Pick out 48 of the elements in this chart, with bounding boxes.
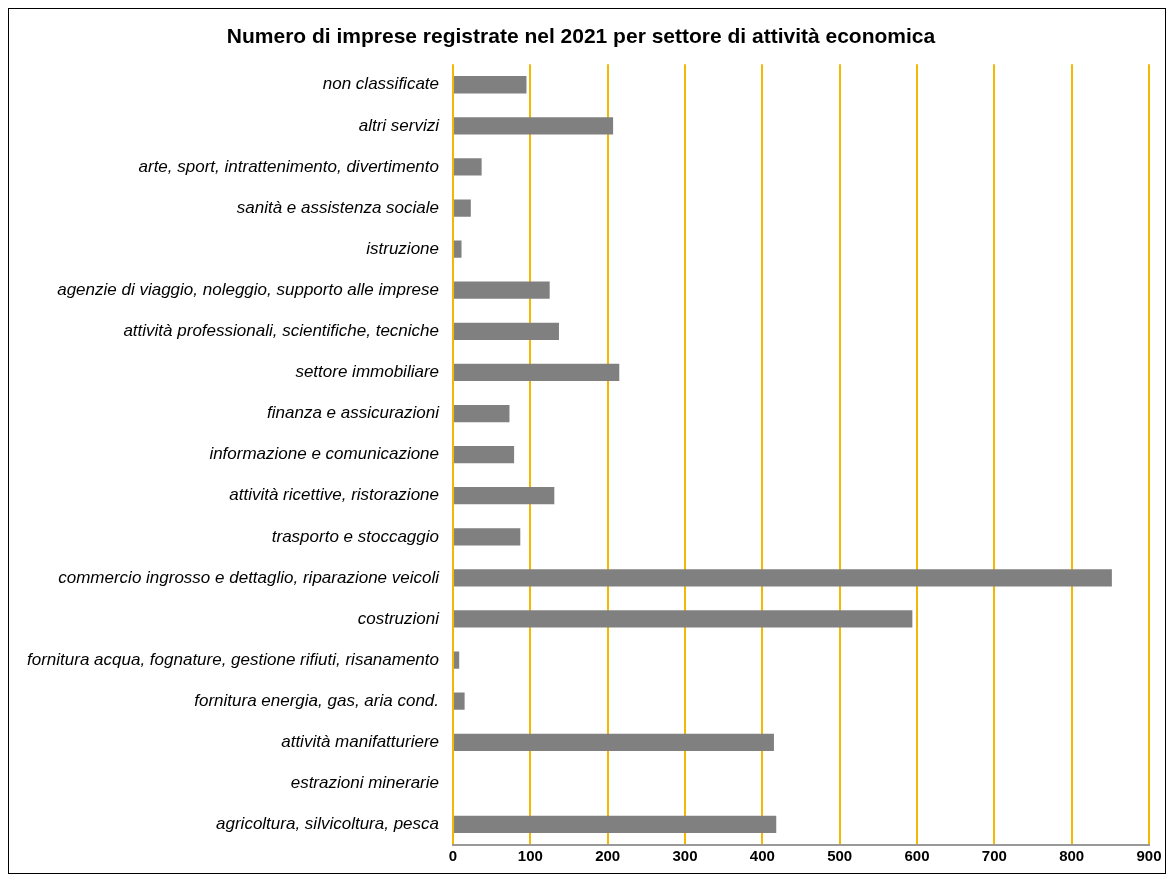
bar xyxy=(454,610,913,628)
bar xyxy=(454,569,1112,587)
x-tick-label: 400 xyxy=(749,847,775,865)
y-tick-label: arte, sport, intrattenimento, divertimento xyxy=(138,156,440,176)
bar xyxy=(454,815,777,834)
bar xyxy=(454,322,559,340)
bar xyxy=(454,281,550,299)
y-tick-label: informazione e comunicazione xyxy=(209,444,440,464)
x-tick-label: 200 xyxy=(595,847,621,865)
y-tick-label: non classificate xyxy=(322,74,440,94)
y-tick-label: altri servizi xyxy=(358,115,441,135)
y-tick-label: agenzie di viaggio, noleggio, supporto alle imprese xyxy=(57,279,440,299)
y-tick-label: trasporto e stoccaggio xyxy=(271,526,440,546)
x-tick-label: 600 xyxy=(904,847,930,865)
x-tick-label: 700 xyxy=(981,847,1007,865)
y-tick-label: agricoltura, silvicoltura, pesca xyxy=(216,814,440,834)
y-tick-label: commercio ingrosso e dettaglio, riparazione veicoli xyxy=(58,567,441,587)
y-tick-label: attività manifatturiere xyxy=(281,732,440,751)
x-tick-label: 900 xyxy=(1136,847,1162,865)
bar xyxy=(454,363,620,382)
y-tick-label: sanità e assistenza sociale xyxy=(236,197,440,217)
x-tick-label: 0 xyxy=(448,847,458,865)
x-tick-label: 500 xyxy=(827,847,853,865)
x-tick-label: 300 xyxy=(672,847,698,865)
bar xyxy=(454,158,482,176)
y-tick-label: fornitura energia, gas, aria cond. xyxy=(194,690,440,710)
bar xyxy=(454,733,774,751)
y-tick-label: costruzioni xyxy=(357,608,441,628)
bar xyxy=(454,487,555,505)
y-tick-label: attività professionali, scientifiche, tecniche xyxy=(123,321,440,341)
y-tick-label: finanza e assicurazioni xyxy=(267,403,441,423)
y-tick-label: fornitura acqua, fognature, gestione rifiuti, risanamento xyxy=(26,649,440,669)
bar xyxy=(454,404,510,423)
bar xyxy=(454,199,471,217)
y-tick-label: settore immobiliare xyxy=(295,362,440,382)
bar xyxy=(454,692,465,710)
x-tick-label: 100 xyxy=(517,847,543,865)
bar xyxy=(454,445,515,464)
y-tick-label: attività ricettive, ristorazione xyxy=(229,485,440,505)
y-tick-label: istruzione xyxy=(366,238,440,258)
bar xyxy=(454,240,462,258)
bar xyxy=(454,651,460,669)
chart-title: Numero di imprese registrate nel 2021 per settore di attività economica xyxy=(226,24,936,48)
y-tick-label: estrazioni minerarie xyxy=(290,773,440,793)
bar xyxy=(454,117,614,135)
bar xyxy=(454,528,521,546)
x-tick-label: 800 xyxy=(1059,847,1085,865)
bar xyxy=(454,76,527,94)
